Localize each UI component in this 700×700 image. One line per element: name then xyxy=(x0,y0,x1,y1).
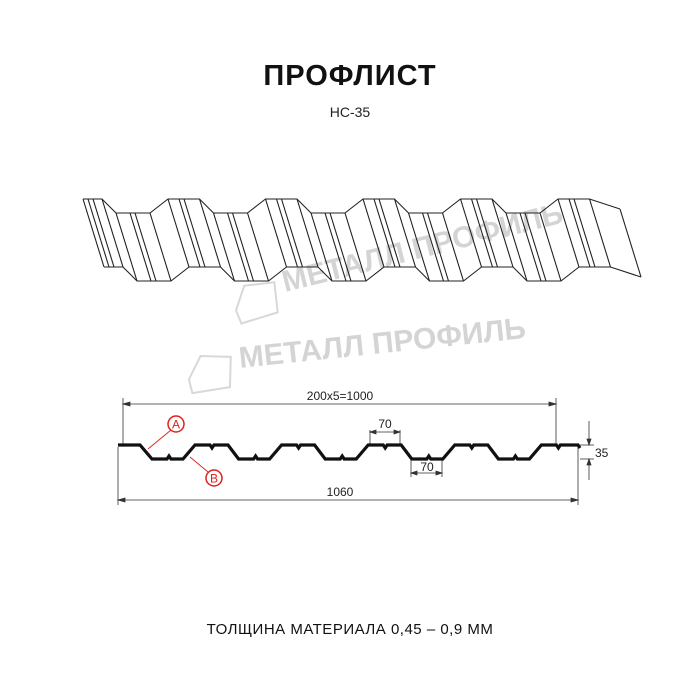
watermark-bottom: МЕТАЛЛ ПРОФИЛЬ xyxy=(187,312,527,395)
sheet-rib-line xyxy=(183,198,206,268)
sheet-fold-line xyxy=(619,208,642,278)
sheet-rib-line xyxy=(324,212,347,282)
sheet-rib-line xyxy=(524,212,547,282)
sheet-rib-line xyxy=(421,212,445,282)
dimension-lines xyxy=(116,398,594,505)
sheet-fold-line xyxy=(491,198,514,268)
sheet-fold-line xyxy=(198,198,222,268)
sheet-fold-line xyxy=(539,212,562,282)
sheet-fold-line xyxy=(246,212,270,282)
sheet-rib-line xyxy=(129,212,152,282)
sheet-fold-line xyxy=(407,212,431,282)
material-thickness: ТОЛЩИНА МАТЕРИАЛА 0,45 – 0,9 ММ xyxy=(206,621,494,638)
sheet-fold-line xyxy=(459,198,483,268)
sheet-rib-line xyxy=(568,198,591,268)
dimension-pitch: 200x5=1000 xyxy=(307,389,374,403)
sheet-rib-line xyxy=(426,212,450,282)
sheet-rib-line xyxy=(329,212,352,282)
svg-text:A: A xyxy=(172,418,180,432)
sheet-fold-line xyxy=(167,198,190,268)
sheet-fold-line xyxy=(441,212,465,282)
sheet-rib-line xyxy=(92,198,115,268)
sheet-fold-line xyxy=(588,198,612,268)
sheet-rib-line xyxy=(373,198,396,268)
dimension-bottom-flange: 70 xyxy=(420,460,434,474)
sheet-rib-line xyxy=(134,212,157,282)
sheet-rib-line xyxy=(275,198,299,268)
sheet-fold-line xyxy=(344,212,367,282)
sheet-fold-line xyxy=(264,198,288,268)
sheet-fold-line xyxy=(212,212,236,282)
sheet-rib-line xyxy=(178,198,201,268)
sheet-rib-line xyxy=(470,198,494,268)
sheet-fold-line xyxy=(362,198,385,268)
sheet-fold-line xyxy=(505,212,528,282)
dimension-height: 35 xyxy=(595,446,609,460)
marker-b: B xyxy=(189,456,223,487)
watermark-top: МЕТАЛЛ ПРОФИЛЬ xyxy=(234,197,566,325)
page-title: ПРОФЛИСТ xyxy=(263,60,437,92)
profile-cross-section xyxy=(118,443,582,461)
svg-text:B: B xyxy=(210,472,218,486)
dimension-total-width: 1060 xyxy=(327,485,354,499)
sheet-fold-line xyxy=(393,198,417,268)
sheet-fold-line xyxy=(149,212,172,282)
dimension-top-flange: 70 xyxy=(378,417,392,431)
page-subtitle: НС-35 xyxy=(329,104,371,120)
sheet-fold-line xyxy=(101,198,124,268)
sheet-fold-line xyxy=(557,198,580,268)
sheet-rib-line xyxy=(519,212,542,282)
sheet-rib-line xyxy=(87,198,110,268)
sheet-rib-line xyxy=(231,212,255,282)
marker-a: A xyxy=(147,415,185,450)
sheet-rib-line xyxy=(226,212,250,282)
sheet-3d-view xyxy=(82,198,642,282)
sheet-rib-line xyxy=(475,198,499,268)
sheet-rib-line xyxy=(573,198,596,268)
svg-text:МЕТАЛЛ ПРОФИЛЬ: МЕТАЛЛ ПРОФИЛЬ xyxy=(237,312,527,375)
sheet-rib-line xyxy=(280,198,304,268)
sheet-rib-line xyxy=(378,198,401,268)
sheet-fold-line xyxy=(296,198,319,268)
sheet-fold-line xyxy=(115,212,138,282)
sheet-fold-line xyxy=(82,198,105,268)
sheet-fold-line xyxy=(310,212,333,282)
